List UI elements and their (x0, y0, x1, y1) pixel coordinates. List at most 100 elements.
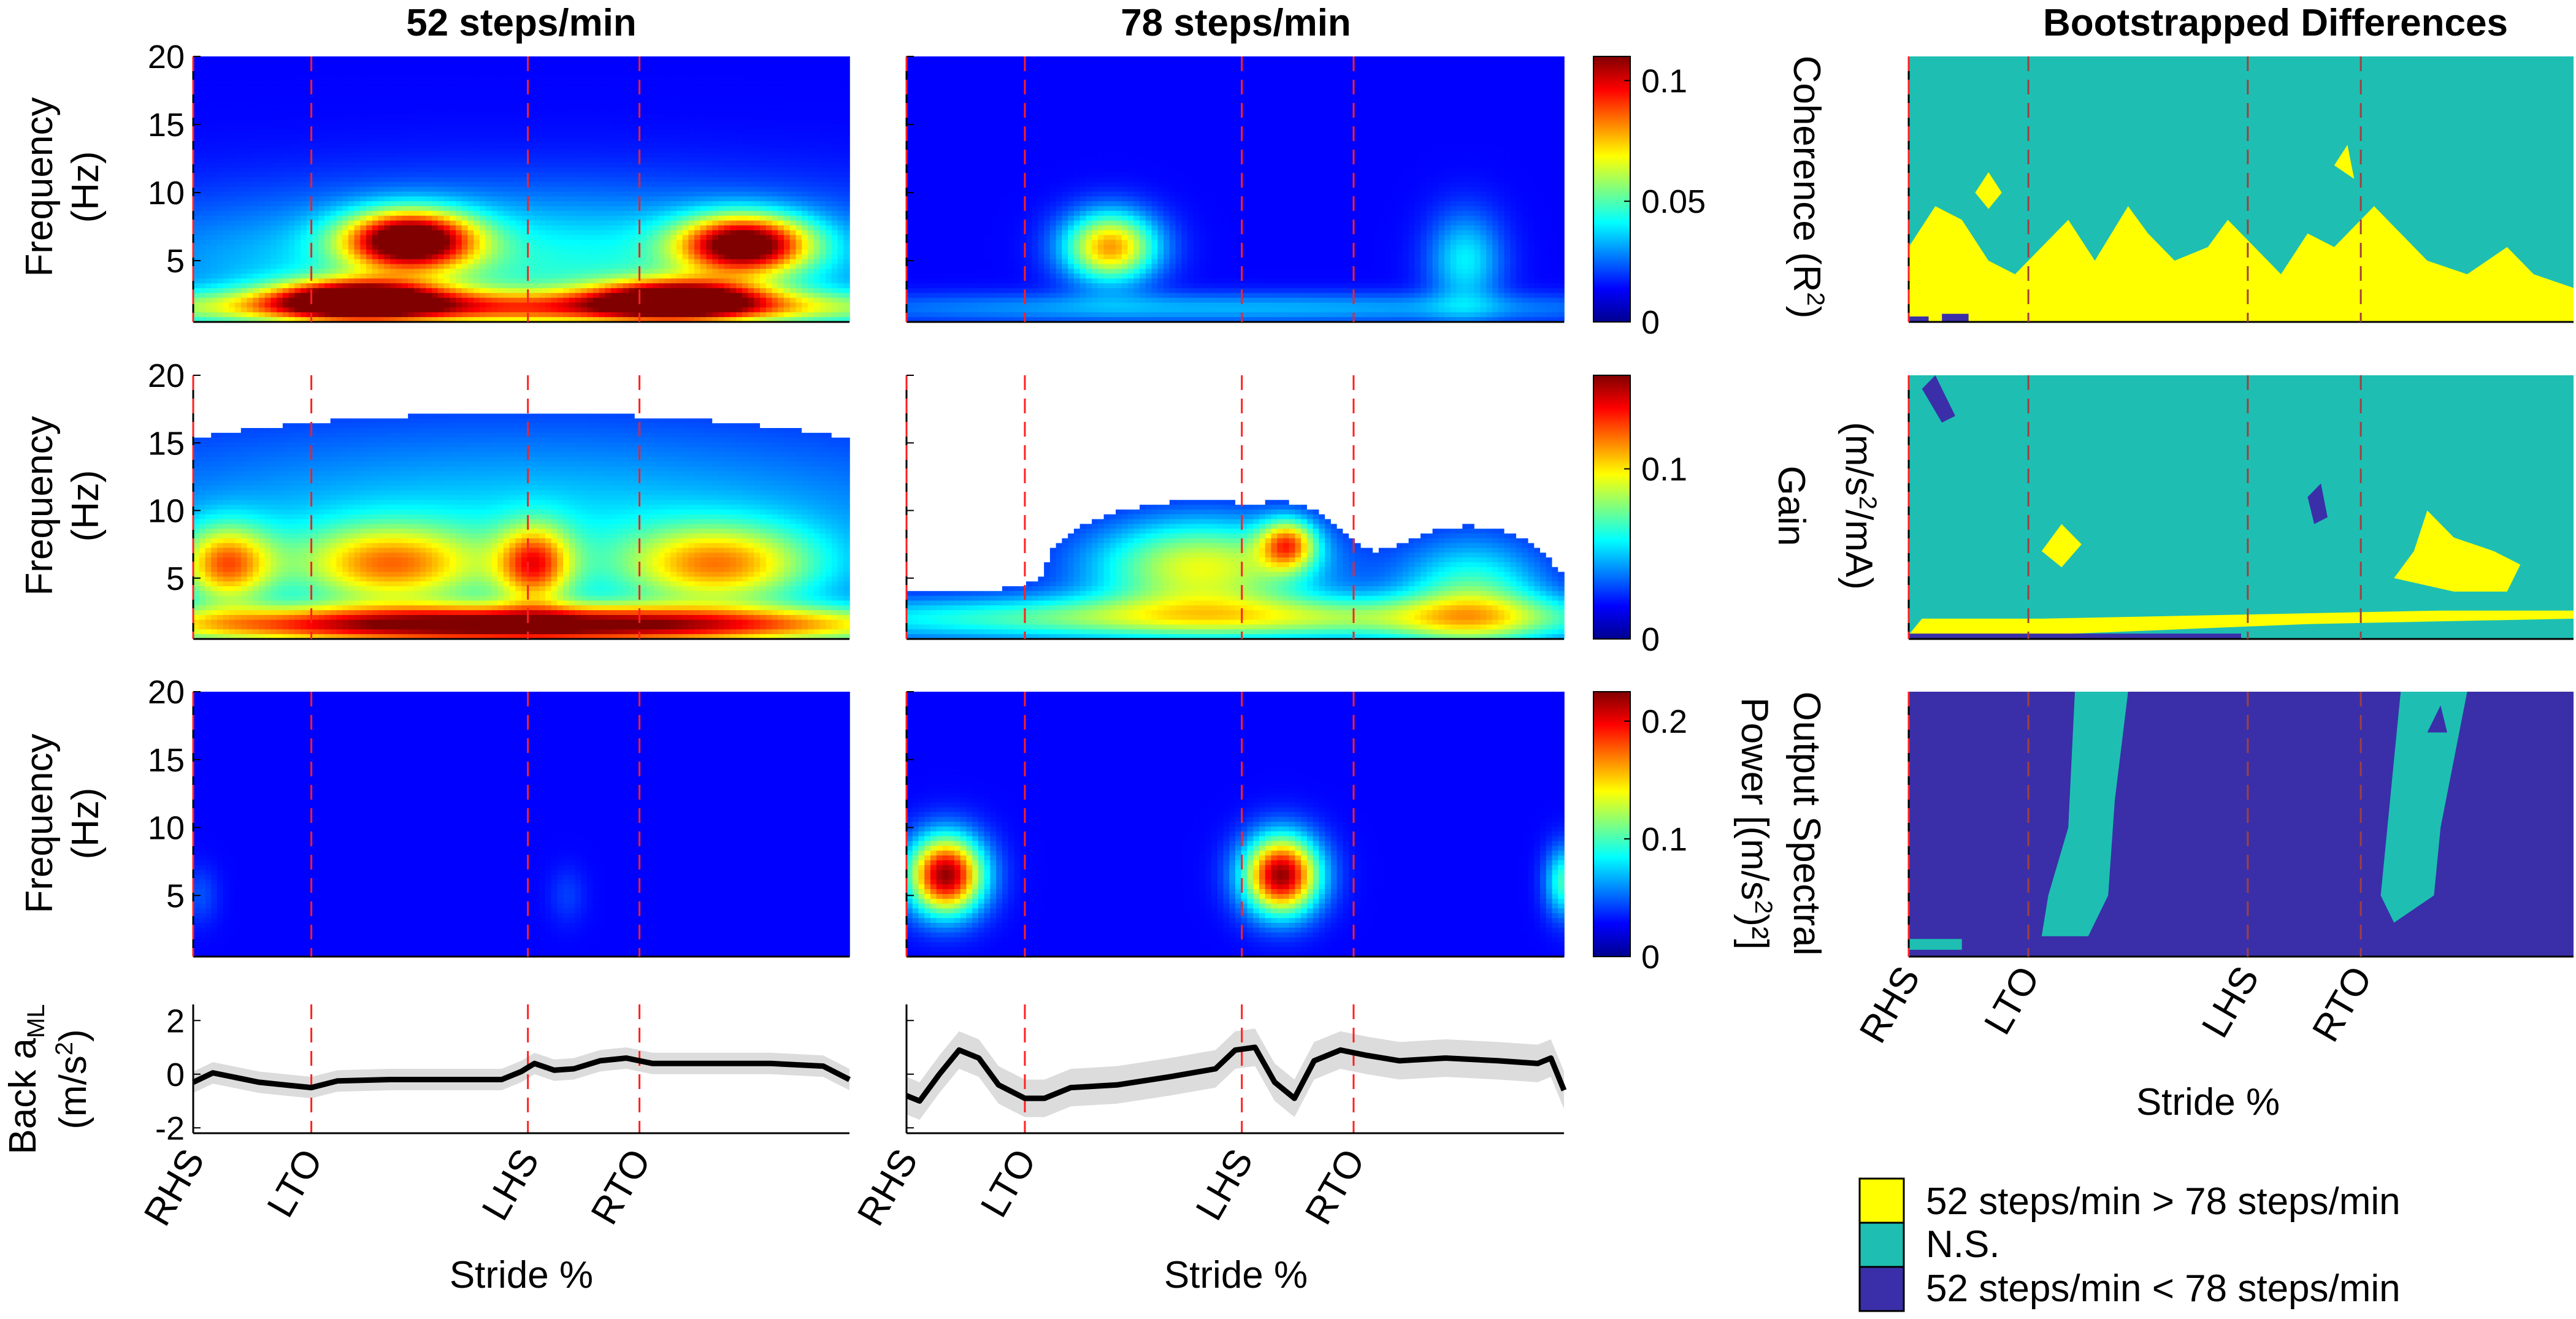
heat-cell (229, 139, 236, 144)
heat-cell (294, 80, 301, 86)
heat-cell (247, 196, 254, 202)
heat-cell (241, 148, 248, 154)
heat-cell (199, 85, 206, 91)
heat-cell (217, 269, 224, 274)
heat-cell (241, 134, 248, 139)
heat-cell (211, 162, 218, 168)
heat-cell (294, 312, 301, 318)
heat-cell (247, 278, 254, 284)
heat-cell (289, 235, 296, 240)
heat-cell (205, 288, 212, 294)
heat-cell (259, 162, 266, 168)
heat-cell (229, 196, 236, 202)
heat-cell (294, 250, 301, 255)
heat-cell (247, 66, 254, 72)
heat-cell (229, 254, 236, 260)
heat-cell (247, 254, 254, 260)
heat-cell (277, 100, 283, 105)
heat-cell (229, 250, 236, 255)
heat-cell (283, 250, 289, 255)
heat-cell (259, 211, 266, 216)
heat-cell (205, 259, 212, 265)
heat-cell (270, 129, 277, 134)
heat-cell (205, 75, 212, 81)
heat-cell (217, 278, 224, 284)
heat-cell (199, 71, 206, 77)
heat-cell (253, 80, 259, 86)
heat-cell (229, 312, 236, 318)
heat-cell (241, 110, 248, 115)
heat-cell (294, 201, 301, 207)
heat-cell (294, 206, 301, 212)
heat-cell (277, 90, 283, 96)
heat-cell (247, 307, 254, 313)
heat-cell (211, 110, 218, 115)
heat-cell (211, 307, 218, 313)
heat-cell (205, 61, 212, 67)
heat-cell (241, 250, 248, 255)
heat-cell (199, 139, 206, 144)
heat-cell (235, 90, 242, 96)
heat-cell (265, 80, 272, 86)
heat-cell (241, 221, 248, 226)
heat-cell (247, 100, 254, 105)
heat-cell (301, 273, 307, 279)
heat-cell (289, 307, 296, 313)
heat-cell (241, 114, 248, 120)
heat-cell (283, 206, 289, 212)
heat-cell (265, 273, 272, 279)
heat-cell (289, 240, 296, 245)
heat-cell (259, 177, 266, 183)
heat-cell (217, 226, 224, 231)
heat-cell (265, 221, 272, 226)
heat-cell (223, 139, 230, 144)
heat-cell (229, 143, 236, 149)
heat-cell (265, 162, 272, 168)
heat-cell (211, 100, 218, 105)
heat-cell (229, 226, 236, 231)
heat-cell (223, 226, 230, 231)
heat-cell (283, 66, 289, 72)
heat-cell (223, 230, 230, 235)
heat-cell (277, 283, 283, 289)
heat-cell (289, 303, 296, 308)
heat-cell (247, 303, 254, 308)
heat-cell (289, 211, 296, 216)
heat-cell (277, 143, 283, 149)
heat-cell (217, 259, 224, 265)
heat-cell (283, 105, 289, 110)
heat-cell (223, 110, 230, 115)
heat-cell (294, 56, 301, 62)
heat-cell (289, 264, 296, 270)
heat-cell (241, 264, 248, 270)
heat-cell (253, 129, 259, 134)
heat-cell (294, 139, 301, 144)
heat-cell (199, 143, 206, 149)
heat-cell (253, 167, 259, 173)
heat-cell (229, 95, 236, 101)
heat-cell (289, 119, 296, 124)
heat-cell (205, 254, 212, 260)
heat-cell (193, 245, 200, 250)
heat-cell (241, 95, 248, 101)
heat-cell (301, 71, 307, 77)
heat-cell (229, 283, 236, 289)
heat-cell (307, 235, 313, 240)
heat-cell (283, 196, 289, 202)
heat-cell (270, 143, 277, 149)
heat-cell (205, 172, 212, 178)
heat-cell (223, 182, 230, 188)
heat-cell (217, 172, 224, 178)
heat-cell (205, 139, 212, 144)
heat-cell (229, 298, 236, 304)
heat-cell (211, 134, 218, 139)
heat-cell (265, 226, 272, 231)
heat-cell (223, 105, 230, 110)
heat-cell (265, 216, 272, 221)
heat-cell (265, 71, 272, 77)
heat-cell (270, 312, 277, 318)
heat-cell (294, 90, 301, 96)
heat-cell (223, 162, 230, 168)
heat-cell (229, 191, 236, 197)
heat-cell (265, 75, 272, 81)
